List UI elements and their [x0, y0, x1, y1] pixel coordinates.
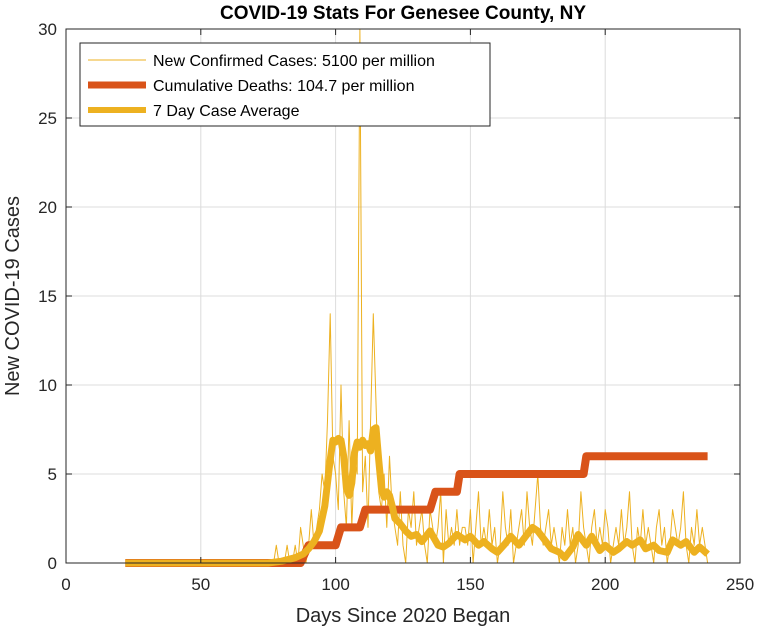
- tick-layer: 0 50 100 150 200 250 0 5 10 15 20 25 30: [38, 20, 754, 594]
- x-tick-label: 150: [456, 575, 484, 594]
- x-tick-label: 250: [726, 575, 754, 594]
- y-axis-label: New COVID-19 Cases: [2, 196, 24, 396]
- chart-title: COVID-19 Stats For Genesee County, NY: [220, 3, 586, 24]
- cumulative-deaths-line: [125, 452, 708, 567]
- y-tick-label: 25: [38, 109, 57, 128]
- y-tick-label: 5: [48, 465, 57, 484]
- y-tick-label: 0: [48, 554, 57, 573]
- x-tick-label: 50: [191, 575, 210, 594]
- y-tick-label: 30: [38, 20, 57, 39]
- legend-label-average: 7 Day Case Average: [153, 103, 300, 120]
- x-tick-label: 200: [591, 575, 619, 594]
- legend-label-deaths: Cumulative Deaths: 104.7 per million: [153, 78, 414, 95]
- legend: New Confirmed Cases: 5100 per million Cu…: [79, 42, 491, 127]
- y-tick-label: 15: [38, 287, 57, 306]
- x-axis-label: Days Since 2020 Began: [296, 605, 511, 627]
- y-tick-label: 10: [38, 376, 57, 395]
- x-tick-label: 0: [61, 575, 70, 594]
- y-tick-label: 20: [38, 198, 57, 217]
- case-average-line: [125, 424, 710, 567]
- legend-label-new-cases: New Confirmed Cases: 5100 per million: [153, 53, 435, 70]
- x-tick-label: 100: [321, 575, 349, 594]
- series-layer: [125, 28, 710, 567]
- legend-box: [79, 42, 491, 127]
